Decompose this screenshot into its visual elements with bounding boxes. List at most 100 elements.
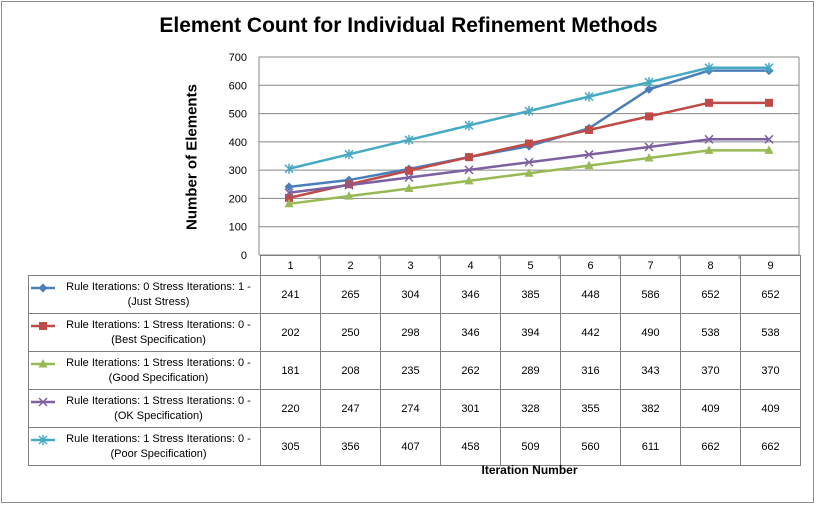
legend-key xyxy=(31,359,55,368)
x-axis-label: Iteration Number xyxy=(481,463,578,477)
chart-title: Element Count for Individual Refinement … xyxy=(159,14,658,37)
table-row: Rule Iterations: 1 Stress Iterations: 0 … xyxy=(28,313,801,352)
data-point xyxy=(284,182,294,192)
data-point xyxy=(344,149,354,160)
data-label: 265 xyxy=(320,275,381,314)
legend-key-marker xyxy=(38,435,48,445)
data-label: 662 xyxy=(680,427,741,466)
data-point xyxy=(764,62,774,73)
table-row: Rule Iterations: 0 Stress Iterations: 1 … xyxy=(28,275,801,314)
y-tick-label: 400 xyxy=(229,137,247,149)
data-label: 289 xyxy=(500,351,561,390)
data-point xyxy=(764,134,774,144)
data-label: 305 xyxy=(260,427,321,466)
data-point xyxy=(524,157,534,167)
data-point xyxy=(644,152,654,162)
data-point xyxy=(704,134,714,144)
legend-key xyxy=(31,283,55,293)
data-label: 208 xyxy=(320,351,381,390)
data-point xyxy=(465,153,473,162)
data-label: 382 xyxy=(620,389,681,428)
data-label: 409 xyxy=(680,389,741,428)
series-line-5 xyxy=(288,66,769,170)
data-point xyxy=(285,193,293,202)
data-label: 370 xyxy=(740,351,801,390)
data-point xyxy=(284,198,294,208)
data-label: 448 xyxy=(560,275,621,314)
data-label: 241 xyxy=(260,275,321,314)
data-label: 509 xyxy=(500,427,561,466)
data-point xyxy=(704,62,714,73)
data-label: 202 xyxy=(260,313,321,352)
data-point xyxy=(585,125,593,134)
series-label: Rule Iterations: 1 Stress Iterations: 0 … xyxy=(66,394,251,422)
data-label: 538 xyxy=(680,313,741,352)
data-label: 407 xyxy=(380,427,441,466)
series-label: Rule Iterations: 1 Stress Iterations: 0 … xyxy=(66,318,251,346)
data-label: 458 xyxy=(440,427,501,466)
data-point xyxy=(524,168,534,177)
data-label: 250 xyxy=(320,313,381,352)
series-markers xyxy=(284,62,774,208)
data-point xyxy=(524,106,534,117)
data-point xyxy=(584,150,594,160)
data-point xyxy=(344,180,354,190)
y-tick-label: 200 xyxy=(229,193,247,205)
series-label: Rule Iterations: 1 Stress Iterations: 0 … xyxy=(66,356,251,384)
table-corner xyxy=(29,256,261,276)
data-point xyxy=(705,98,713,107)
data-label: 316 xyxy=(560,351,621,390)
data-point xyxy=(764,145,774,154)
data-point xyxy=(344,191,354,200)
data-point xyxy=(704,145,714,154)
y-tick-label: 300 xyxy=(229,165,247,177)
data-label: 346 xyxy=(440,275,501,314)
data-label: 181 xyxy=(260,351,321,390)
data-point xyxy=(464,120,474,131)
legend-key xyxy=(31,397,55,407)
y-tick-labels: 0 100 200 300 400 500 600 700 xyxy=(229,52,247,262)
data-point xyxy=(644,84,654,94)
table-row: Rule Iterations: 1 Stress Iterations: 0 … xyxy=(28,427,801,466)
data-point xyxy=(464,175,474,185)
legend-entry: Rule Iterations: 1 Stress Iterations: 0 … xyxy=(28,313,261,352)
data-label: 298 xyxy=(380,313,441,352)
y-tick-label: 100 xyxy=(229,222,247,234)
data-label: 247 xyxy=(320,389,381,428)
table-row: Rule Iterations: 1 Stress Iterations: 0 … xyxy=(28,389,801,428)
data-label: 394 xyxy=(500,313,561,352)
data-label: 328 xyxy=(500,389,561,428)
data-point xyxy=(765,98,773,107)
data-label: 662 xyxy=(740,427,801,466)
legend-entry: Rule Iterations: 1 Stress Iterations: 0 … xyxy=(28,351,261,390)
series-label: Rule Iterations: 1 Stress Iterations: 0 … xyxy=(66,432,251,460)
data-label: 346 xyxy=(440,313,501,352)
x-tick-label: 8 xyxy=(680,255,741,276)
data-table: 1 2 3 4 5 6 7 8 9 Rule Iterations: 0 Stress Itera… xyxy=(28,255,801,466)
legend-key-marker xyxy=(39,322,47,330)
x-tick-label: 3 xyxy=(380,255,441,276)
data-label: 301 xyxy=(440,389,501,428)
x-tick-label: 9 xyxy=(740,255,801,276)
y-tick-label: 0 xyxy=(241,250,247,262)
data-label: 538 xyxy=(740,313,801,352)
x-tick-label: 7 xyxy=(620,255,681,276)
legend-key xyxy=(31,322,55,330)
data-label: 586 xyxy=(620,275,681,314)
data-label: 409 xyxy=(740,389,801,428)
x-tick-label: 6 xyxy=(560,255,621,276)
data-point xyxy=(404,183,414,193)
data-point xyxy=(644,77,654,88)
data-point xyxy=(525,139,533,148)
x-tick-label: 4 xyxy=(440,255,501,276)
data-point xyxy=(645,112,653,121)
data-label: 343 xyxy=(620,351,681,390)
data-label: 652 xyxy=(680,275,741,314)
data-point xyxy=(404,134,414,145)
data-label: 652 xyxy=(740,275,801,314)
data-point xyxy=(584,160,594,170)
data-point xyxy=(405,166,413,175)
series-lines xyxy=(288,66,769,206)
